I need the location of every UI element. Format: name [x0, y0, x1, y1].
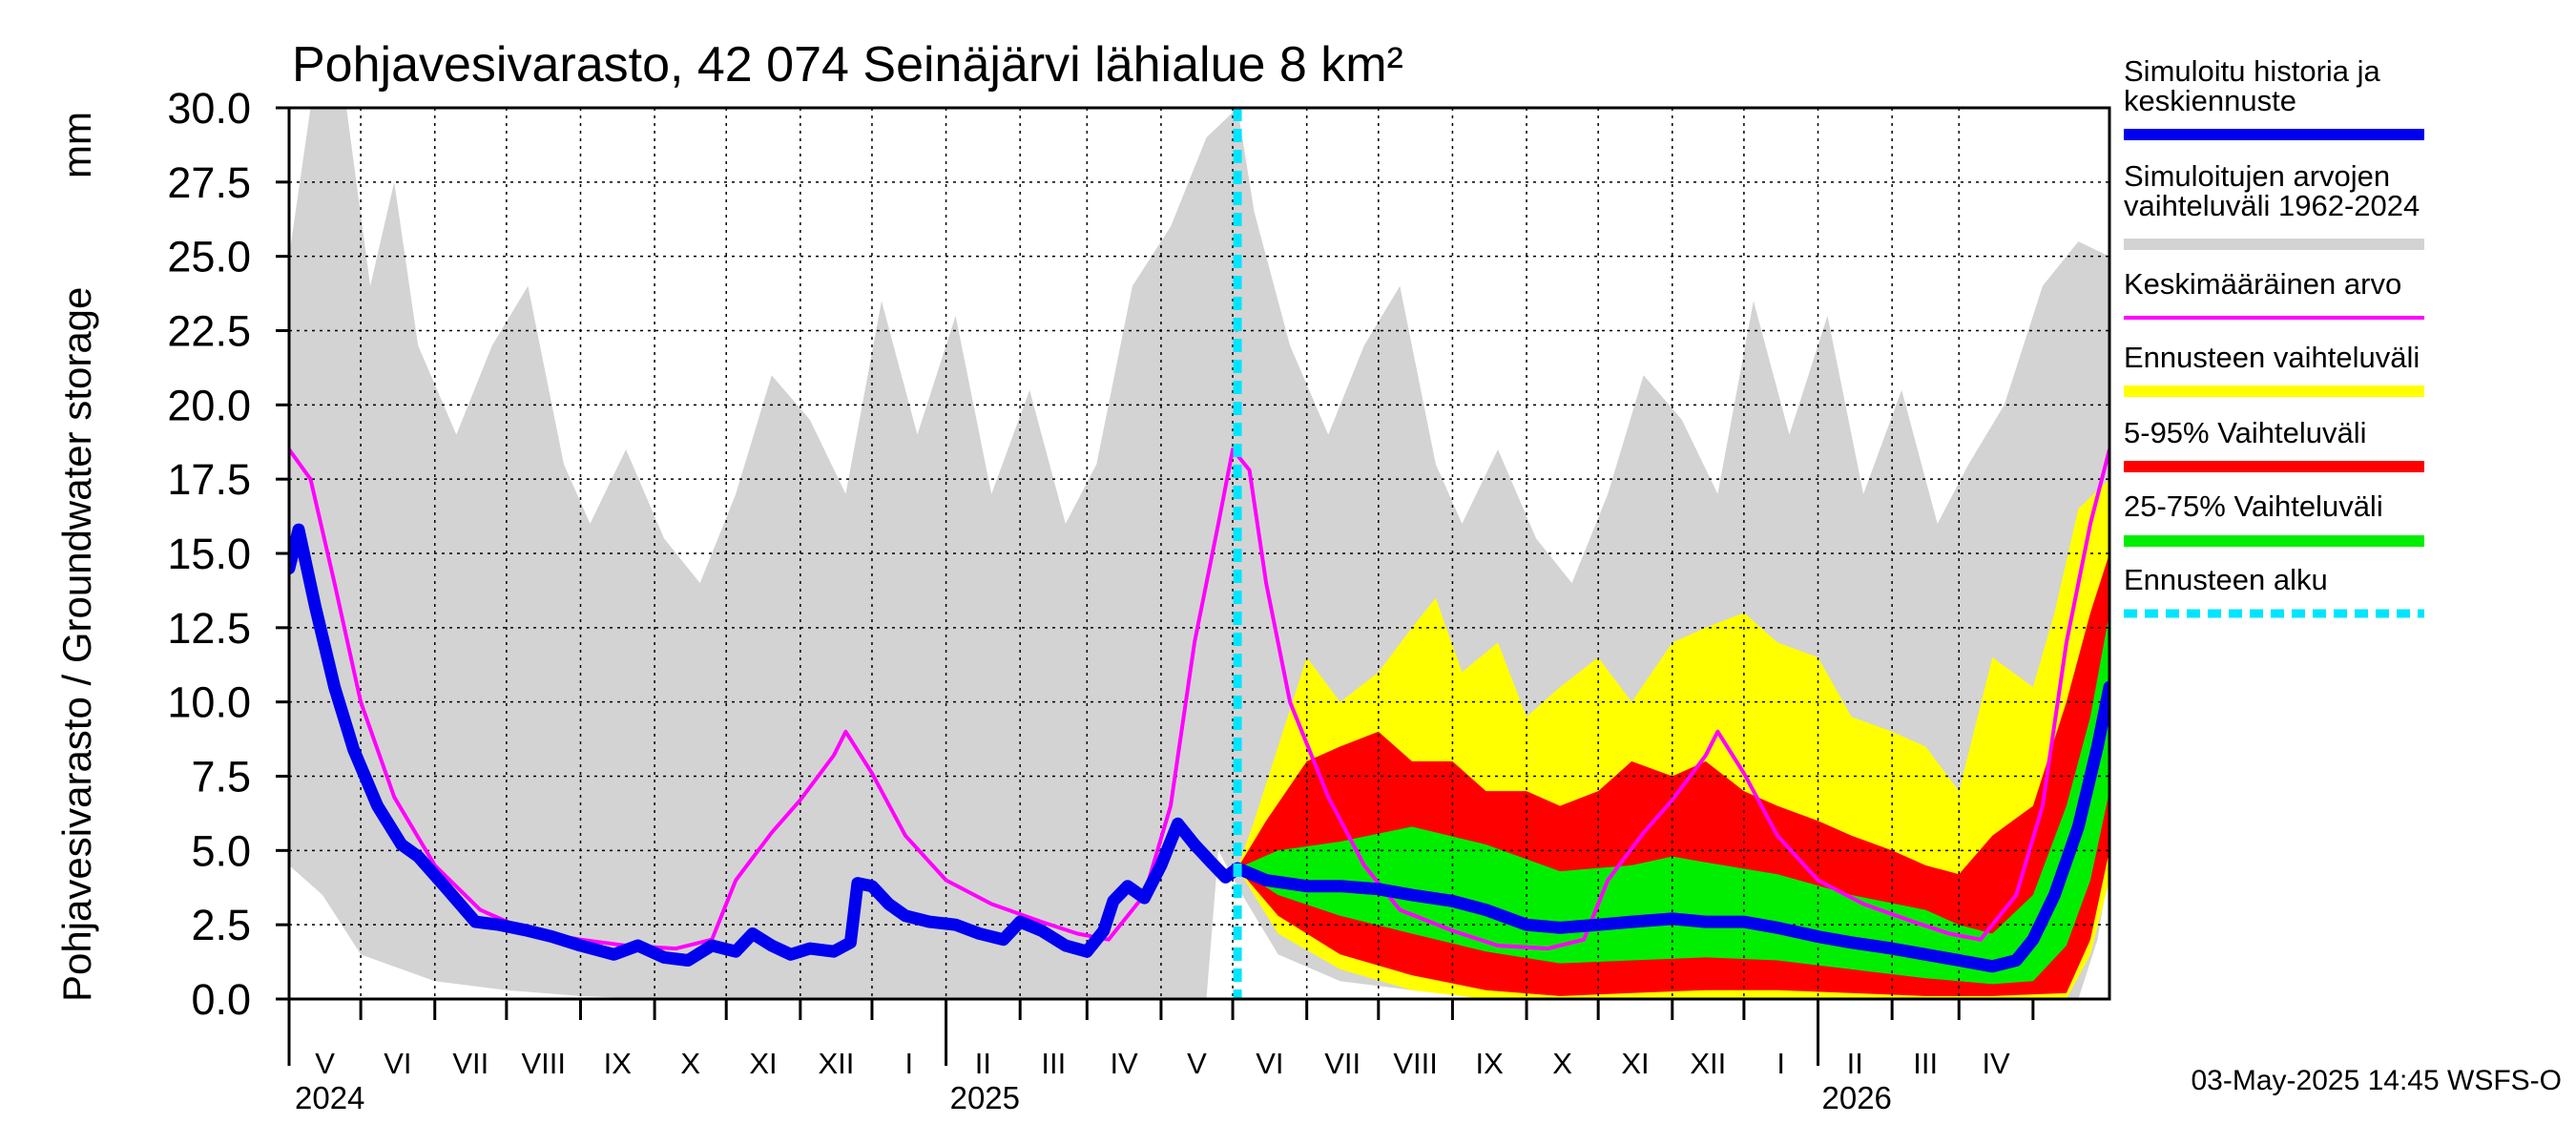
month-label: VII — [1324, 1047, 1361, 1080]
y-tick-label: 7.5 — [191, 753, 251, 802]
x-axis: V VI VII VIII IX X XI XII I II III IV V VI VII VIII IX X X… — [287, 999, 2035, 1115]
legend-label: Ennusteen vaihteluväli — [2124, 341, 2420, 374]
legend-item: 5-95% Vaihteluväli — [2124, 416, 2424, 472]
plot-area — [287, 106, 2111, 1001]
legend-label: 5-95% Vaihteluväli — [2124, 416, 2366, 449]
legend-label: 25-75% Vaihteluväli — [2124, 489, 2383, 523]
month-label: I — [1776, 1047, 1785, 1080]
grid-lines — [289, 107, 2109, 1000]
legend-label: Simuloitu historia ja — [2124, 54, 2381, 88]
y-tick-label: 2.5 — [191, 901, 251, 949]
y-axis-label: Pohjavesivarasto / Groundwater storage — [54, 287, 99, 1002]
y-tick-label: 30.0 — [167, 84, 251, 133]
legend-label: Ennusteen alku — [2124, 563, 2328, 596]
month-label: VIII — [1393, 1047, 1438, 1080]
y-tick-label: 20.0 — [167, 381, 251, 429]
month-label: X — [680, 1047, 700, 1080]
y-axis-unit: mm — [54, 112, 99, 178]
legend-item: Ennusteen alku — [2124, 563, 2424, 618]
chart-title: Pohjavesivarasto, 42 074 Seinäjärvi lähi… — [292, 37, 1403, 93]
month-label: XII — [818, 1047, 854, 1080]
month-label: V — [315, 1047, 335, 1080]
legend-item: Keskimääräinen arvo — [2124, 267, 2424, 320]
band-range-25-75 — [1237, 613, 2109, 985]
y-tick-label: 25.0 — [167, 233, 251, 281]
month-label: VI — [384, 1047, 411, 1080]
month-label: III — [1041, 1047, 1066, 1080]
footer-timestamp: 03-May-2025 14:45 WSFS-O — [2192, 1065, 2563, 1096]
month-label: II — [975, 1047, 991, 1080]
legend-item: 25-75% Vaihteluväli — [2124, 489, 2424, 547]
legend-label: keskiennuste — [2124, 84, 2296, 117]
month-label: V — [1187, 1047, 1207, 1080]
month-label: XI — [749, 1047, 777, 1080]
y-tick-label: 12.5 — [167, 604, 251, 653]
month-label: XI — [1621, 1047, 1649, 1080]
legend-label: Keskimääräinen arvo — [2124, 267, 2401, 301]
year-label: 2025 — [950, 1080, 1020, 1115]
legend: Simuloitu historia jakeskiennusteSimuloi… — [2124, 54, 2424, 618]
y-tick-label: 10.0 — [167, 678, 251, 727]
month-label: VII — [452, 1047, 488, 1080]
y-tick-label: 17.5 — [167, 455, 251, 504]
legend-label: Simuloitujen arvojen — [2124, 159, 2390, 193]
y-tick-label: 22.5 — [167, 307, 251, 356]
year-label: 2024 — [295, 1080, 364, 1115]
month-label: III — [1913, 1047, 1938, 1080]
month-label: II — [1847, 1047, 1863, 1080]
legend-label: vaihteluväli 1962-2024 — [2124, 189, 2420, 222]
month-label: X — [1552, 1047, 1572, 1080]
month-label: IV — [1982, 1047, 2010, 1080]
month-label: I — [904, 1047, 913, 1080]
simulated-history-line — [289, 523, 2109, 973]
y-axis: 0.0 2.5 5.0 7.5 10.0 12.5 15.0 17.5 20.0 22.5 25.0… — [167, 84, 289, 1024]
month-label: VIII — [521, 1047, 566, 1080]
legend-item: Ennusteen vaihteluväli — [2124, 341, 2424, 397]
y-tick-label: 0.0 — [191, 975, 251, 1024]
month-label: IX — [1476, 1047, 1505, 1080]
month-label: IX — [604, 1047, 633, 1080]
month-label: IV — [1110, 1047, 1138, 1080]
year-label: 2026 — [1822, 1080, 1892, 1115]
month-label: VI — [1256, 1047, 1283, 1080]
y-tick-label: 5.0 — [191, 826, 251, 875]
y-tick-label: 15.0 — [167, 530, 251, 578]
y-tick-label: 27.5 — [167, 158, 251, 207]
month-label: XII — [1690, 1047, 1726, 1080]
